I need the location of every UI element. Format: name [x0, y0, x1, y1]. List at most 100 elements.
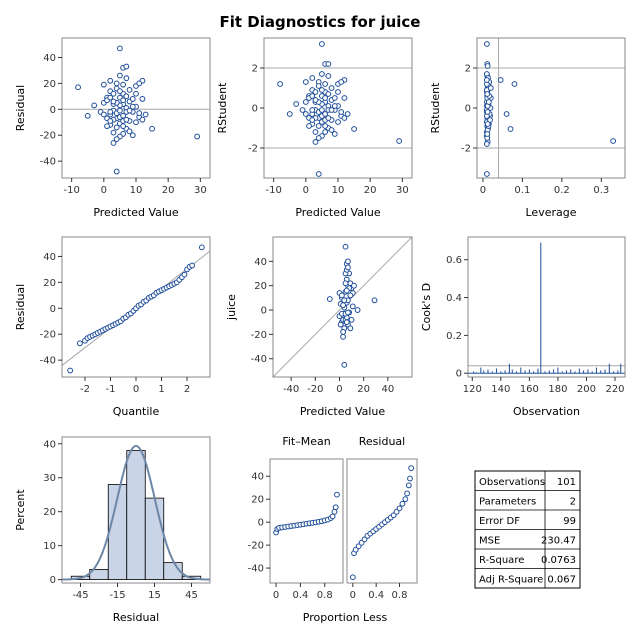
y-tick-label: 2 [252, 64, 258, 75]
x-tick-label: 1 [158, 384, 164, 395]
data-point [309, 93, 316, 99]
data-point [396, 138, 403, 144]
histogram-bar [126, 450, 146, 581]
x-tick-label: 0 [133, 384, 139, 395]
data-point [312, 129, 319, 135]
data-point [402, 496, 409, 503]
data-point [399, 500, 406, 507]
y-tick-label: -40 [248, 564, 264, 575]
data-point [345, 258, 351, 265]
y-tick-label: 2 [465, 64, 471, 75]
x-tick-label: 0.2 [554, 185, 570, 196]
x-axis-label: Residual [113, 611, 159, 624]
data-point [485, 99, 492, 105]
data-point [113, 168, 120, 175]
data-point [100, 81, 107, 88]
data-point [84, 112, 91, 119]
data-point [126, 86, 133, 93]
stats-label: R-Square [479, 555, 524, 566]
data-point [332, 504, 339, 511]
y-tick-label: 20 [43, 507, 56, 518]
data-point [347, 292, 354, 299]
y-tick-label: -20 [248, 541, 264, 552]
data-point [348, 316, 355, 323]
data-point [322, 111, 329, 117]
data-point [129, 96, 136, 102]
figure-title: Fit Diagnostics for juice [220, 13, 421, 31]
x-tick-label: -10 [63, 185, 79, 196]
x-tick-label: 20 [357, 384, 370, 395]
data-point [299, 107, 306, 113]
data-point [407, 475, 413, 482]
data-point [484, 63, 491, 69]
y-tick-label: -40 [40, 157, 56, 168]
data-point [325, 73, 332, 79]
stats-value: 230.47 [541, 536, 576, 547]
data-point [484, 109, 491, 115]
y-tick-label: -20 [40, 131, 56, 142]
y-tick-label: -2 [461, 144, 471, 155]
data-point [319, 107, 325, 113]
data-point [340, 333, 347, 340]
panel-rstudent_vs_pred: -10 0 10 20 30 -2 0 2 Predicted Value RStudent [216, 37, 413, 219]
y-axis-label: RStudent [429, 82, 442, 134]
data-point [343, 319, 350, 326]
data-point [315, 83, 322, 89]
data-point [315, 171, 322, 177]
panel-cooks_d: 120 140 160 180 200 220 0 0.2 0.4 0.6 Observation C… [420, 236, 626, 418]
plot-frame [272, 236, 413, 378]
data-point [319, 41, 325, 47]
x-tick-label: 0 [303, 185, 309, 196]
y-tick-label: 0 [50, 105, 56, 116]
data-point [483, 171, 490, 177]
x-tick-label: -1 [105, 384, 115, 395]
data-point [302, 111, 309, 117]
plot-frame [346, 458, 418, 584]
data-point [104, 123, 110, 130]
data-point [312, 139, 319, 145]
data-point [483, 41, 490, 47]
data-point [483, 141, 490, 147]
data-point [484, 91, 491, 97]
y-tick-label: 0 [456, 369, 462, 380]
stats-value: 0.067 [547, 575, 576, 586]
stats-label: Observations [479, 477, 545, 488]
x-tick-label: 0.3 [593, 185, 609, 196]
data-point [331, 131, 338, 137]
data-point [91, 102, 98, 109]
data-point [331, 508, 338, 515]
fit-statistics-table: Observations 101 Parameters 2 Error DF 99 MSE 2… [474, 470, 581, 589]
data-point [309, 75, 316, 81]
data-point [342, 280, 349, 287]
data-point [347, 325, 354, 332]
data-point [325, 115, 332, 121]
plot-area [264, 41, 412, 177]
plot-frame [467, 236, 626, 378]
data-point [610, 138, 617, 144]
x-tick-label: 0.8 [392, 590, 408, 601]
panel-observed_vs_pred: -40 -20 0 20 40 -40 -20 0 20 40 Predicted Value jui… [225, 236, 413, 418]
data-point [123, 63, 130, 70]
data-point [194, 133, 201, 140]
data-point [335, 119, 341, 125]
x-tick-label: 0 [480, 185, 486, 196]
data-point [293, 101, 300, 107]
plot-area [62, 244, 210, 374]
panel-resid_vs_pred: -10 0 10 20 30 -40 -20 0 20 40 Predicted Value Resi… [14, 37, 211, 219]
y-tick-label: -20 [251, 330, 267, 341]
x-tick-label: -20 [307, 384, 323, 395]
data-point [139, 96, 146, 102]
data-point [484, 131, 491, 137]
data-point [408, 465, 415, 472]
data-point [126, 128, 133, 135]
data-point [334, 491, 340, 498]
data-point [326, 296, 333, 302]
y-tick-label: 20 [251, 495, 264, 506]
data-point [110, 98, 117, 105]
data-point [507, 126, 514, 132]
data-point [136, 110, 143, 117]
data-point [349, 574, 356, 581]
data-point [75, 84, 81, 91]
data-point [120, 97, 127, 104]
data-point [328, 127, 335, 133]
